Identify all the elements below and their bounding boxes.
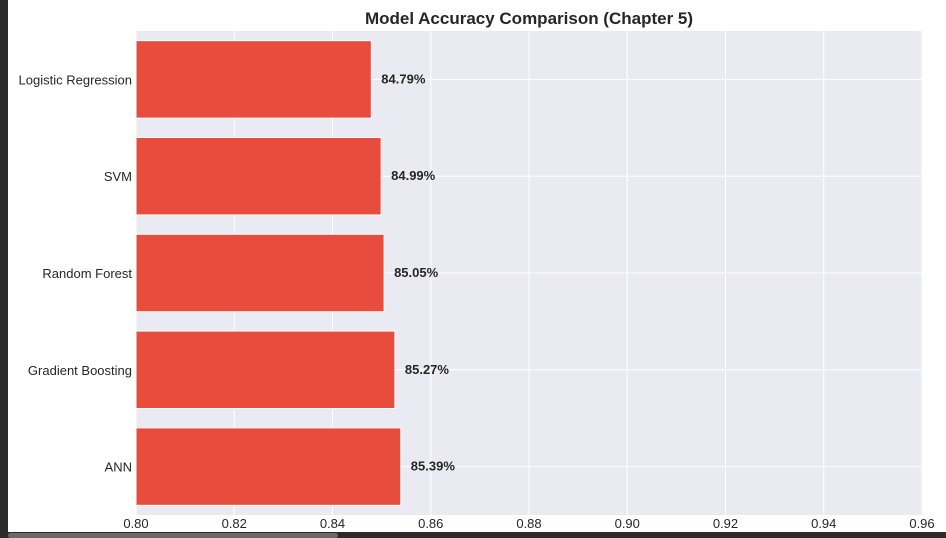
labels: 0.80 0.82 0.84 0.86 0.88 0.90 0.92 0.94 0.96 Logi… [19,71,935,531]
bar [135,233,385,313]
value-label: 85.27% [405,362,450,377]
x-tick-label: 0.86 [418,516,443,531]
bar [135,40,372,119]
x-tick-label: 0.90 [615,516,640,531]
category-label: Logistic Regression [19,72,132,87]
bars [135,40,402,506]
x-tick-label: 0.94 [811,516,836,531]
x-tick-label: 0.82 [222,516,247,531]
bar [135,330,396,410]
category-label: Gradient Boosting [28,363,132,378]
value-label: 84.79% [381,71,426,86]
x-tick-label: 0.92 [713,516,738,531]
x-tick-label: 0.84 [320,516,345,531]
value-label: 85.39% [411,459,456,474]
chart-title: Model Accuracy Comparison (Chapter 5) [365,9,693,28]
x-tick-label: 0.80 [123,516,148,531]
bar [135,136,382,216]
bar [135,427,402,506]
category-label: ANN [105,460,132,475]
chart-svg: Model Accuracy Comparison (Chapter 5) 0.… [19,9,935,531]
x-tick-label: 0.96 [909,516,934,531]
value-label: 84.99% [391,168,436,183]
value-label: 85.05% [394,265,439,280]
chart-frame: Model Accuracy Comparison (Chapter 5) 0.… [8,0,946,532]
horizontal-scrollbar[interactable] [8,533,338,538]
category-label: SVM [104,169,132,184]
category-label: Random Forest [42,266,132,281]
x-tick-label: 0.88 [516,516,541,531]
